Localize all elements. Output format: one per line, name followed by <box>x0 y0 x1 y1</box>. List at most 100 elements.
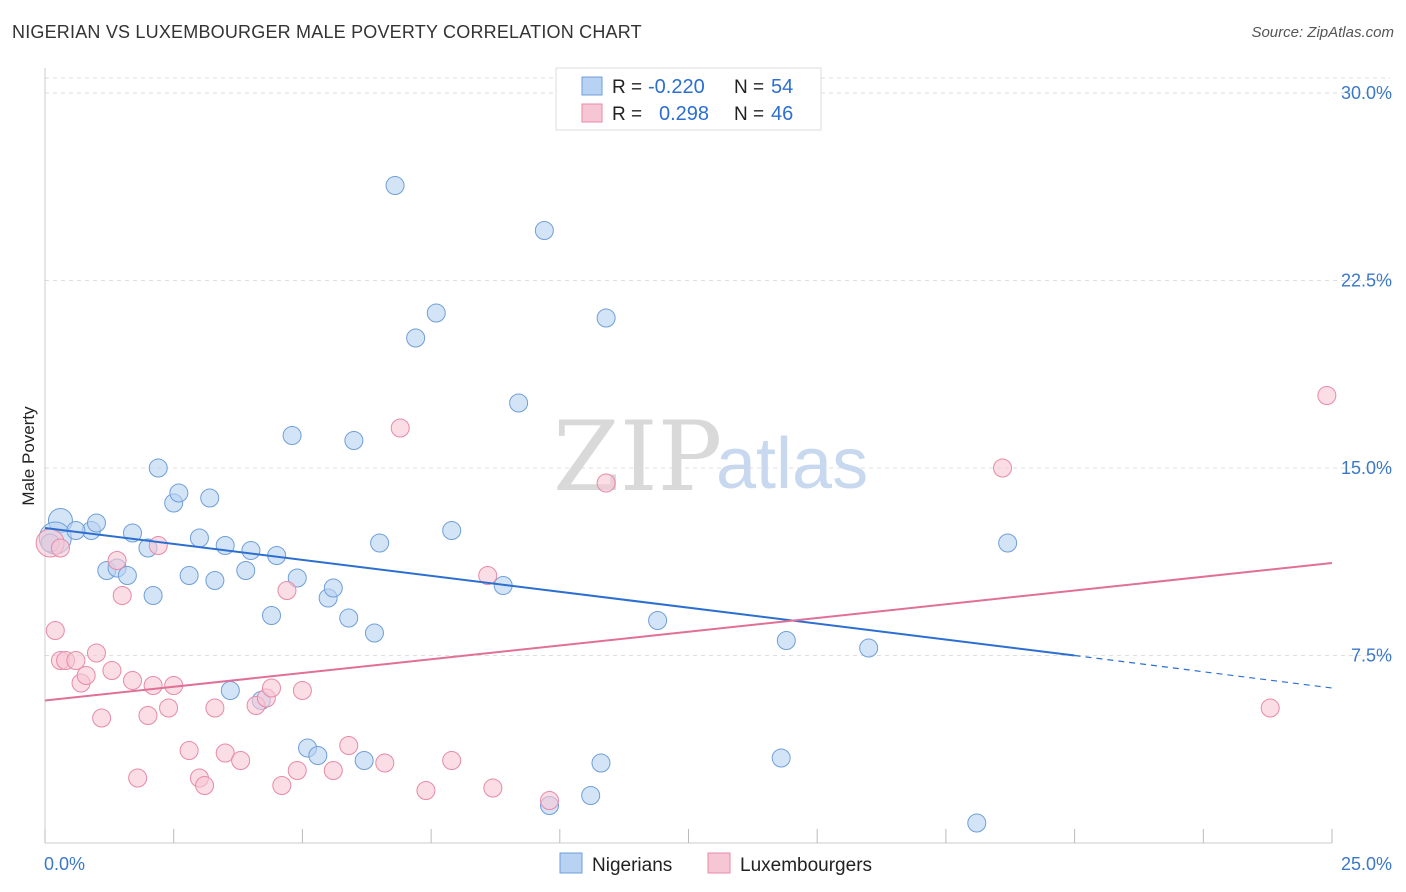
nigerian-point <box>859 638 879 658</box>
luxembourger-point <box>1317 386 1337 405</box>
luxembourger-point <box>179 741 199 760</box>
luxembourger-point <box>205 698 225 718</box>
series-legend: Nigerians Luxembourgers <box>559 852 872 876</box>
nigerian-point <box>200 488 220 508</box>
legend-n-value-luxembourgers: 46 <box>771 103 793 125</box>
nigerian-point <box>370 533 390 553</box>
luxembourger-point <box>390 418 410 438</box>
nigerian-point <box>205 571 225 590</box>
nigerian-point <box>364 623 384 643</box>
nigerian-point <box>323 578 343 598</box>
nigerian-point <box>385 176 405 195</box>
nigerian-point <box>998 533 1018 553</box>
luxembourger-point <box>483 778 503 798</box>
luxembourger-point <box>107 551 127 570</box>
legend-swatch-luxembourgers <box>581 103 603 123</box>
nigerian-point <box>169 483 189 503</box>
luxembourger-point <box>993 458 1013 478</box>
nigerian-point <box>179 566 199 585</box>
luxembourger-point <box>66 651 86 670</box>
luxembourger-point <box>323 761 343 780</box>
luxembourger-point <box>86 643 106 663</box>
legend-n-label-nigerians: N = <box>734 77 764 98</box>
nigerian-point <box>344 431 364 450</box>
nigerian-point <box>339 608 359 628</box>
trend-lines <box>44 527 1333 702</box>
luxembourger-point <box>123 671 143 690</box>
luxembourger-point <box>143 676 163 695</box>
luxembourgers-trend-line <box>44 562 1333 702</box>
legend-n-label-luxembourgers: N = <box>734 104 764 125</box>
y-axis-label: Male Poverty <box>19 406 38 506</box>
nigerian-point <box>308 746 328 765</box>
luxembourger-point <box>478 566 498 585</box>
nigerian-point <box>220 681 240 700</box>
nigerians-trend-line <box>44 527 1075 657</box>
y-tick-label: 22.5% <box>1341 271 1392 291</box>
watermark-atlas: atlas <box>716 424 868 504</box>
nigerian-point <box>354 751 374 770</box>
nigerian-point <box>442 521 462 540</box>
nigerian-point <box>117 566 137 585</box>
luxembourger-point <box>596 473 616 493</box>
luxembourger-point <box>45 621 65 640</box>
luxembourger-point <box>292 681 312 700</box>
luxembourger-point <box>416 781 436 800</box>
nigerian-point <box>148 458 168 478</box>
luxembourger-point <box>102 661 122 680</box>
luxembourger-point <box>112 586 132 605</box>
nigerian-point <box>406 328 426 348</box>
legend-r-value-luxembourgers: 0.298 <box>659 103 709 125</box>
series-label-nigerians: Nigerians <box>592 855 672 876</box>
x-tick-marks <box>44 829 1333 843</box>
y-tick-label: 7.5% <box>1351 646 1392 666</box>
legend-swatch-nigerians <box>581 76 603 96</box>
nigerian-point <box>282 426 302 445</box>
chart-source: Source: ZipAtlas.com <box>1251 24 1394 41</box>
legend-r-label-nigerians: R = <box>612 77 642 98</box>
legend-r-value-nigerians: -0.220 <box>648 76 705 98</box>
luxembourger-point <box>159 698 179 718</box>
series-label-luxembourgers: Luxembourgers <box>740 855 872 876</box>
luxembourger-point <box>215 743 235 763</box>
nigerian-point <box>534 221 554 240</box>
luxembourger-point <box>375 753 395 773</box>
luxembourger-point <box>272 776 292 795</box>
legend-n-value-nigerians: 54 <box>771 76 793 98</box>
nigerian-point <box>189 528 209 548</box>
nigerian-point <box>596 308 616 328</box>
watermark-zip: ZIP <box>553 401 722 513</box>
nigerian-point <box>648 611 668 630</box>
nigerian-point <box>143 586 163 605</box>
luxembourgers-points <box>35 386 1337 810</box>
nigerian-point <box>509 393 529 413</box>
luxembourger-point <box>339 736 359 755</box>
y-tick-label: 15.0% <box>1341 458 1392 478</box>
nigerian-point <box>771 748 791 768</box>
luxembourger-point <box>442 751 462 770</box>
nigerian-point <box>241 541 261 560</box>
luxembourger-point <box>148 536 168 555</box>
luxembourger-point <box>92 708 112 728</box>
nigerians-trend-extension <box>1074 654 1333 689</box>
nigerian-point <box>262 606 282 625</box>
nigerian-point <box>591 753 611 773</box>
nigerian-point <box>581 786 601 805</box>
luxembourger-point <box>76 666 96 685</box>
luxembourger-point <box>195 776 215 795</box>
series-swatch-nigerians <box>559 852 583 874</box>
x-tick-label-max: 25.0% <box>1341 854 1392 874</box>
luxembourger-point <box>262 678 282 698</box>
y-tick-label: 30.0% <box>1341 83 1392 103</box>
luxembourger-point <box>287 761 307 780</box>
nigerians-points <box>38 176 1018 833</box>
y-tick-labels: 7.5% 15.0% 22.5% 30.0% <box>1341 83 1392 666</box>
nigerian-point <box>967 813 987 833</box>
nigerian-point <box>776 631 796 650</box>
luxembourger-point <box>128 768 148 788</box>
legend-r-label-luxembourgers: R = <box>612 104 642 125</box>
luxembourger-point <box>231 751 251 770</box>
correlation-legend: R = -0.220 N = 54 R = 0.298 N = 46 <box>555 67 822 131</box>
watermark: ZIP atlas <box>553 401 868 513</box>
